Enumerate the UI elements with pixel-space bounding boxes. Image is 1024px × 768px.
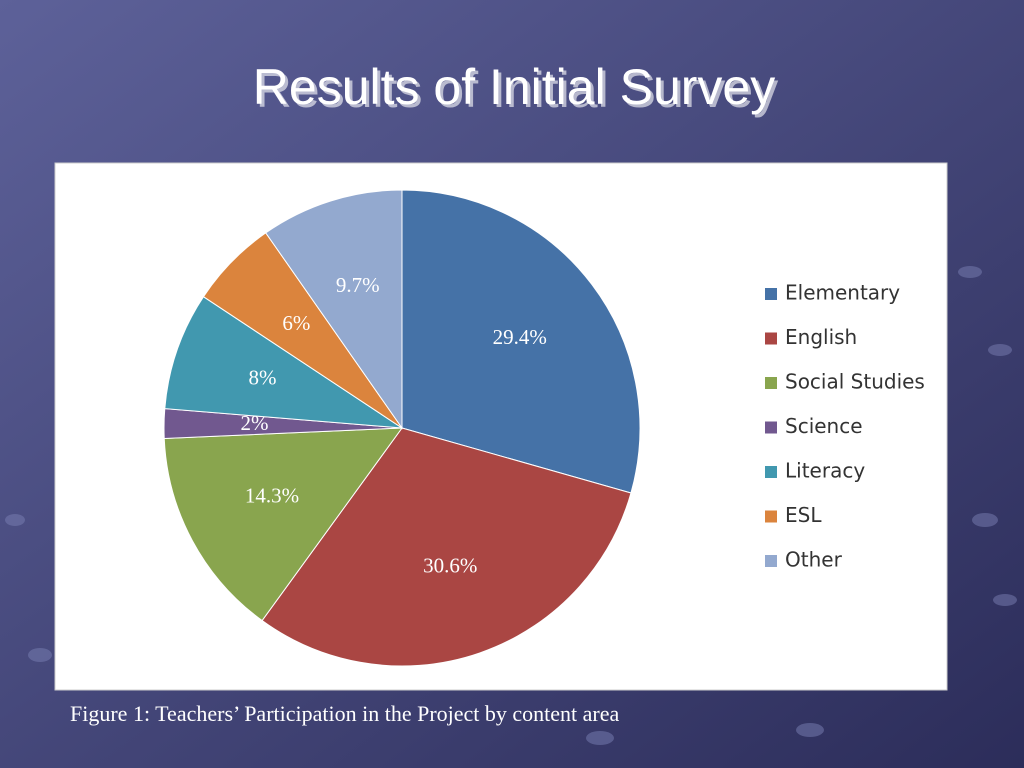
- pie-slice: [163, 427, 404, 622]
- legend-swatch: [765, 421, 777, 434]
- pie-slice: [401, 189, 641, 494]
- legend: Elementary English Social Studies Science Li…: [765, 281, 925, 572]
- legend-label: Other: [785, 548, 843, 572]
- data-label: 6%: [282, 311, 310, 335]
- legend-label: English: [785, 325, 857, 349]
- legend-swatch: [765, 555, 777, 567]
- slide-title: Results of Initial Survey: [253, 59, 775, 115]
- pie-slice: [261, 427, 632, 667]
- legend-swatch: [765, 510, 777, 523]
- legend-label: Social Studies: [785, 370, 925, 394]
- legend-label: Elementary: [785, 281, 900, 305]
- legend-swatch: [765, 377, 777, 389]
- pie-slice: [265, 189, 403, 430]
- title-shadow: Results of Initial Survey: [256, 62, 778, 118]
- pie-slice: [164, 296, 403, 429]
- legend-swatch: [765, 288, 777, 300]
- decoration: [5, 266, 1017, 745]
- data-label: 29.4%: [493, 325, 547, 349]
- data-label: 8%: [249, 366, 277, 390]
- legend-label: Science: [785, 414, 863, 438]
- data-label: 30.6%: [423, 553, 477, 577]
- legend-swatch: [765, 466, 777, 478]
- data-label: 14.3%: [245, 484, 299, 508]
- pie: 29.4%30.6%14.3%2%8%6%9.7%: [163, 189, 641, 667]
- legend-swatch: [765, 332, 777, 345]
- legend-label: ESL: [785, 503, 822, 527]
- data-label: 9.7%: [336, 273, 380, 297]
- legend-label: Literacy: [785, 459, 865, 483]
- caption: Figure 1: Teachers’ Participation in the…: [70, 701, 620, 726]
